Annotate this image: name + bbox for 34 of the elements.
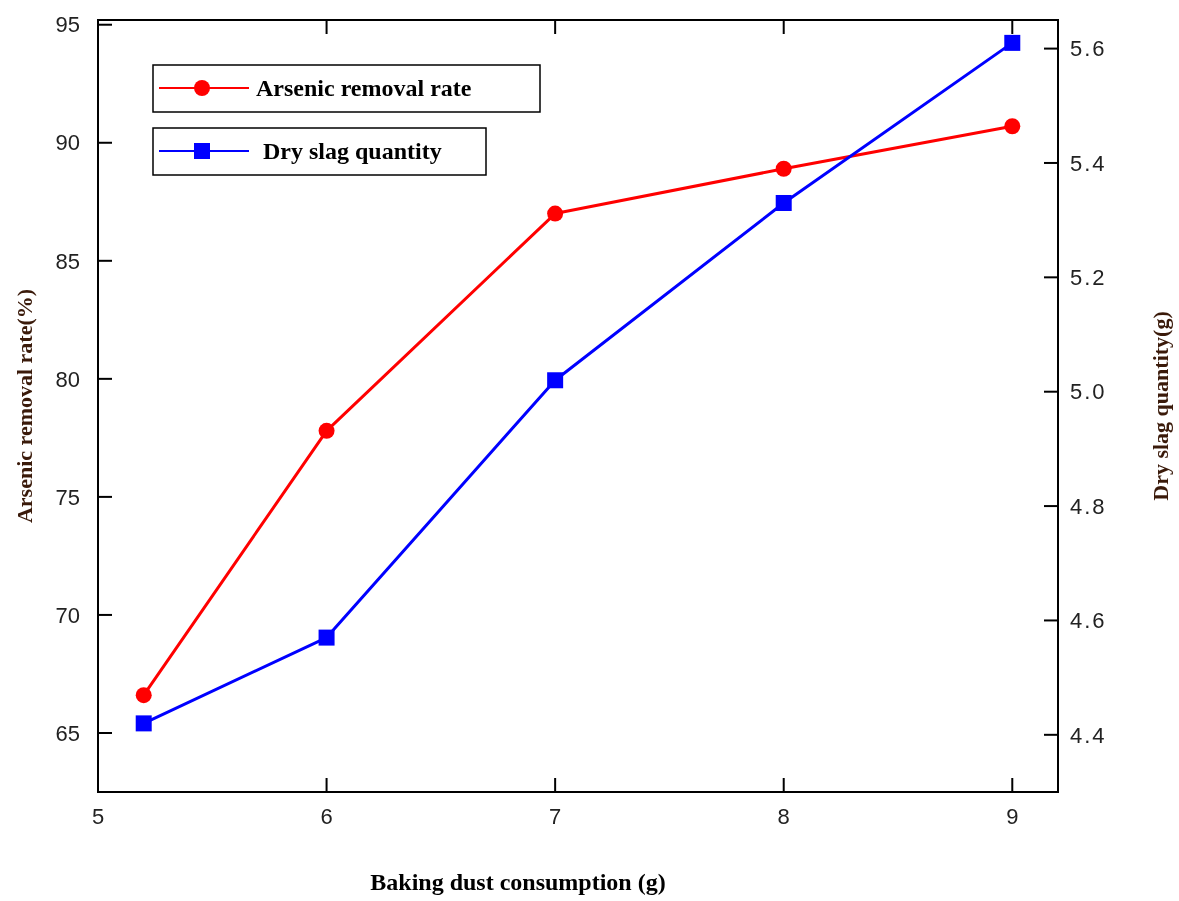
y2-tick-label: 4.4: [1070, 722, 1107, 748]
point: [135, 715, 152, 732]
x-axis-title: Baking dust consumption (g): [370, 869, 666, 895]
y2-tick-label: 5.4: [1070, 150, 1107, 176]
y-tick-label: 80: [55, 366, 80, 392]
point: [318, 422, 335, 439]
y2-tick-label: 4.8: [1070, 493, 1107, 519]
y-tick-label: 95: [55, 12, 80, 38]
point: [775, 194, 792, 211]
legend-label: Arsenic removal rate: [256, 75, 472, 101]
x-tick-label: 9: [1006, 804, 1019, 829]
y-tick-label: 85: [55, 248, 80, 274]
point: [1004, 118, 1021, 135]
x-tick-label: 7: [549, 804, 562, 829]
point: [775, 160, 792, 177]
point: [547, 372, 564, 389]
y2-tick-label: 4.6: [1070, 608, 1107, 634]
y-tick-label: 75: [55, 484, 80, 510]
y2-tick-label: 5.6: [1070, 36, 1107, 62]
x-tick-label: 5: [91, 804, 105, 829]
point: [547, 205, 564, 222]
y2-axis-title: Dry slag quantity(g): [1148, 311, 1173, 501]
legend-label: Dry slag quantity: [263, 138, 442, 164]
y-tick-label: 90: [55, 130, 80, 156]
x-tick-label: 6: [320, 804, 333, 829]
point: [318, 629, 335, 646]
point: [1004, 34, 1021, 51]
y-axis-title: Arsenic removal rate(%): [12, 288, 37, 524]
y-tick-label: 65: [55, 720, 80, 746]
y2-tick-label: 5.2: [1070, 265, 1107, 291]
x-tick-label: 8: [777, 804, 790, 829]
y2-tick-label: 5.0: [1070, 379, 1107, 405]
point: [135, 687, 152, 704]
y-tick-label: 70: [55, 602, 80, 628]
